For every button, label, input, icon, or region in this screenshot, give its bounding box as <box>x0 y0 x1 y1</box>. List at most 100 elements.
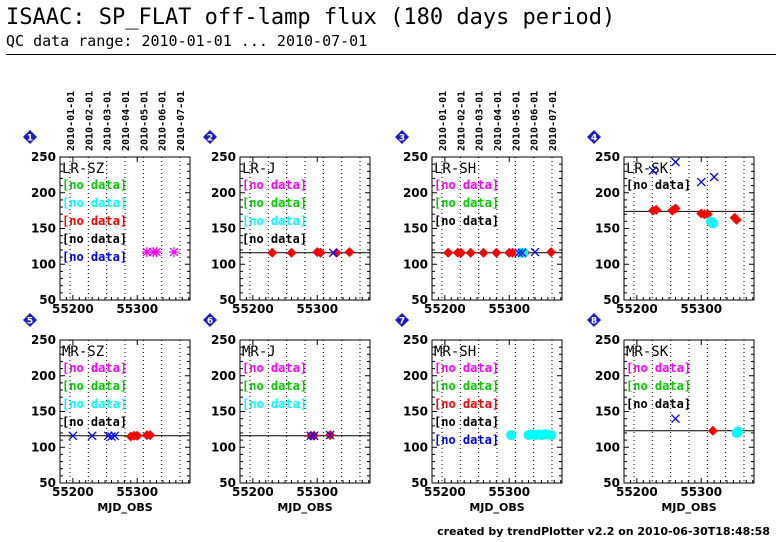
panel-number-badge <box>395 130 409 144</box>
point-3 <box>168 247 179 258</box>
x-tick-label: 55200 <box>232 485 274 499</box>
y-tick-label: 100 <box>403 440 428 454</box>
y-tick-label: 50 <box>39 476 56 490</box>
series-1 <box>125 430 156 442</box>
point-0 <box>506 430 517 441</box>
x-axis-label: MJD_OBS <box>469 501 524 514</box>
legend-entry: [no data] <box>626 397 691 411</box>
series-0 <box>68 431 120 441</box>
legend-entry: [no data] <box>242 232 307 246</box>
panel-number: 3 <box>399 134 405 144</box>
point-4 <box>110 431 120 441</box>
point-0 <box>141 247 152 258</box>
x-tick-label: 55200 <box>232 302 274 316</box>
series-1 <box>306 430 335 441</box>
point-0 <box>68 431 78 441</box>
panel-number-badge <box>587 130 601 144</box>
point-0 <box>267 247 278 258</box>
legend-entry: [no data] <box>62 379 127 393</box>
point-2 <box>103 431 113 441</box>
panel-label: LR-SK <box>626 161 669 177</box>
point-5 <box>491 247 502 258</box>
panel-number-badge <box>23 313 37 327</box>
point-1 <box>286 247 297 258</box>
panel-1: 2010-01-01 2010-02-01 2010-03-01 2010-04-01… <box>23 91 191 316</box>
point-1 <box>707 218 718 229</box>
title-divider <box>6 54 776 55</box>
legend-entry: [no data] <box>434 415 499 429</box>
series-2 <box>648 157 719 187</box>
point-8 <box>731 214 742 225</box>
x-tick-label: 55300 <box>116 485 158 499</box>
panel-4: 50 100 150 200 250 55200 55300 4 LR-SK[no data] <box>587 130 755 316</box>
point-3 <box>315 247 326 258</box>
point-2 <box>325 430 335 440</box>
panel-number: 5 <box>27 317 33 327</box>
legend-entry: [no data] <box>242 361 307 375</box>
y-tick-label: 250 <box>31 333 56 347</box>
legend-entry: [no data] <box>434 178 499 192</box>
series-0 <box>443 247 557 258</box>
y-tick-label: 250 <box>595 150 620 164</box>
point-3 <box>709 172 719 182</box>
point-5 <box>344 247 355 258</box>
y-tick-label: 150 <box>403 222 428 236</box>
panel-number-badge <box>395 313 409 327</box>
y-tick-label: 200 <box>31 369 56 383</box>
y-tick-label: 100 <box>31 440 56 454</box>
y-tick-label: 200 <box>595 186 620 200</box>
x-tick-label: 55200 <box>616 302 658 316</box>
legend-entry: [no data] <box>242 178 307 192</box>
legend-entry: [no data] <box>626 361 691 375</box>
page-title: ISAAC: SP_FLAT off-lamp flux (180 days p… <box>6 5 616 30</box>
point-0 <box>648 166 658 176</box>
y-tick-label: 100 <box>595 440 620 454</box>
date-tick-label: 2010-03-01 <box>103 91 114 151</box>
x-tick-label: 55300 <box>680 485 722 499</box>
y-tick-label: 200 <box>595 369 620 383</box>
y-tick-label: 150 <box>403 405 428 419</box>
panel-label: MR-J <box>242 344 276 360</box>
x-tick-label: 55200 <box>424 302 466 316</box>
y-tick-label: 150 <box>211 222 236 236</box>
y-tick-label: 250 <box>403 150 428 164</box>
y-tick-label: 150 <box>31 405 56 419</box>
point-0 <box>443 247 454 258</box>
point-2 <box>151 247 162 258</box>
y-tick-label: 50 <box>603 476 620 490</box>
x-tick-label: 55300 <box>296 485 338 499</box>
y-tick-label: 50 <box>219 293 236 307</box>
point-7 <box>507 247 518 258</box>
y-tick-label: 150 <box>595 222 620 236</box>
x-axis-label: MJD_OBS <box>661 501 716 514</box>
series-1 <box>705 216 718 229</box>
point-2 <box>455 247 466 258</box>
series-2 <box>514 247 540 258</box>
legend-entry: [no data] <box>626 178 691 192</box>
panel-label: LR-J <box>242 161 276 177</box>
x-tick-label: 55300 <box>116 302 158 316</box>
point-1 <box>517 248 527 258</box>
point-2 <box>696 177 706 187</box>
y-tick-label: 250 <box>211 150 236 164</box>
legend-entry: [no data] <box>434 214 499 228</box>
point-1 <box>87 431 97 441</box>
panel-number: 7 <box>399 317 405 327</box>
x-axis-label: MJD_OBS <box>277 501 332 514</box>
legend-entry: [no data] <box>242 214 307 228</box>
legend-entry: [no data] <box>242 397 307 411</box>
legend-entry: [no data] <box>62 415 127 429</box>
point-4 <box>478 247 489 258</box>
panel-3: 2010-01-01 2010-02-01 2010-03-01 2010-04-01… <box>395 91 563 316</box>
date-tick-label: 2010-05-01 <box>511 91 522 151</box>
date-tick-label: 2010-01-01 <box>66 91 77 151</box>
x-tick-label: 55300 <box>680 302 722 316</box>
point-1 <box>309 431 319 441</box>
page-subtitle: QC data range: 2010-01-01 ... 2010-07-01 <box>6 32 368 50</box>
y-tick-label: 100 <box>211 257 236 271</box>
series-0 <box>267 247 355 258</box>
point-0 <box>306 431 316 441</box>
